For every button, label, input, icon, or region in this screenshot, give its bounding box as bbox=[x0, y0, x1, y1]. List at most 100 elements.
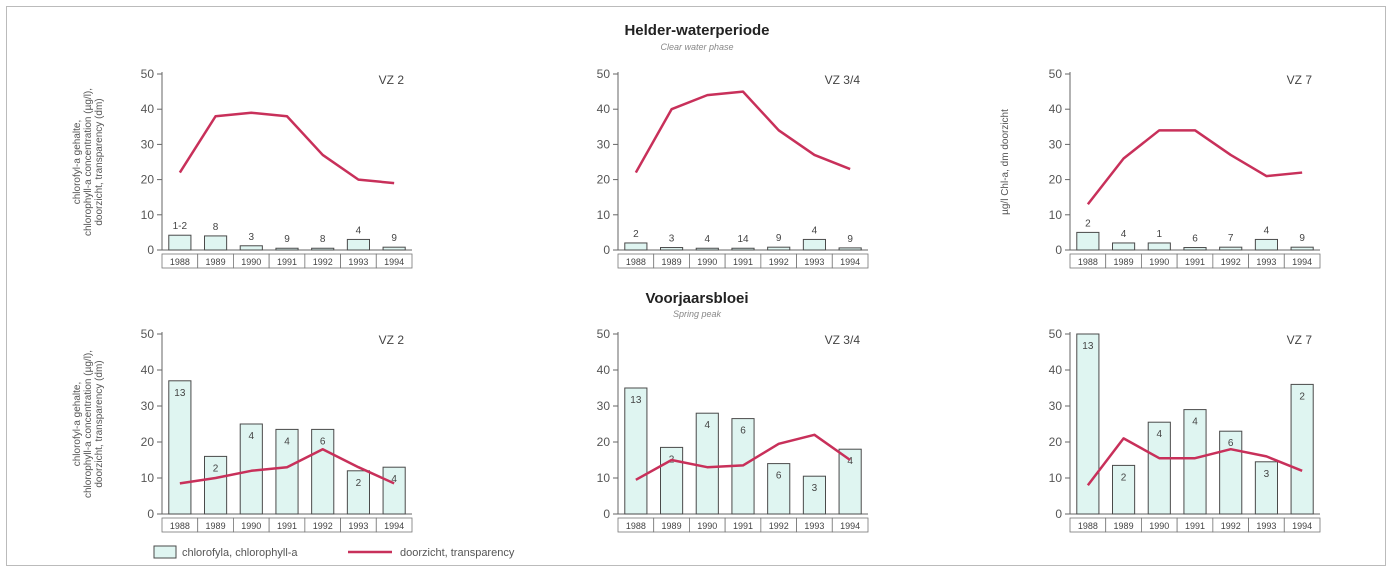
chart-6-x-tick-label: 1990 bbox=[1149, 521, 1169, 531]
chart-2-x-tick-label: 1988 bbox=[626, 257, 646, 267]
chart-6-x-tick-label: 1988 bbox=[1078, 521, 1098, 531]
chart-2-bar bbox=[838, 247, 862, 251]
chart-4-x-tick-label: 1993 bbox=[348, 521, 368, 531]
chart-1-bar bbox=[311, 247, 335, 251]
chart-2-bar-label: 4 bbox=[705, 234, 711, 245]
chart-1-line-series bbox=[178, 111, 395, 185]
chart-1-y-tick-label: 30 bbox=[141, 137, 155, 151]
chart-3-bar bbox=[1112, 242, 1136, 251]
chart-6-y-tick-label: 40 bbox=[1049, 363, 1063, 377]
chart-4-y-tick-label: 30 bbox=[141, 399, 155, 413]
chart-2-panel-label: VZ 3/4 bbox=[825, 73, 861, 87]
chart-4-y-tick-label: 10 bbox=[141, 471, 155, 485]
chart-5-x-tick-label: 1994 bbox=[840, 521, 860, 531]
chart-3-x-tick-label: 1989 bbox=[1114, 257, 1134, 267]
chart-1-bar-label: 4 bbox=[356, 225, 362, 236]
chart-3-bar bbox=[1290, 246, 1314, 251]
chart-2-bar bbox=[660, 247, 684, 251]
chart-6-bar bbox=[1254, 461, 1279, 515]
chart-4-y-axis-label: doorzicht, transparency (dm) bbox=[94, 360, 105, 487]
chart-6-bar-label: 2 bbox=[1299, 391, 1305, 402]
chart-2-y-tick-label: 20 bbox=[597, 173, 611, 187]
chart-3-y-tick-label: 30 bbox=[1049, 137, 1063, 151]
chart-5-bar bbox=[695, 412, 719, 515]
chart-6-bar-label: 4 bbox=[1192, 417, 1198, 428]
chart-5-x-tick-label: 1993 bbox=[804, 521, 824, 531]
chart-6-y-tick-label: 50 bbox=[1049, 327, 1063, 341]
chart-6-bar-label: 4 bbox=[1157, 429, 1163, 440]
chart-3-bar bbox=[1219, 246, 1243, 251]
chart-3-panel-label: VZ 7 bbox=[1287, 73, 1313, 87]
chart-2-x-tick-label: 1993 bbox=[804, 257, 824, 267]
chart-3-bar-label: 9 bbox=[1299, 233, 1305, 244]
chart-1-y-tick-label: 0 bbox=[147, 243, 154, 257]
legend-line-label: doorzicht, transparency bbox=[400, 547, 515, 559]
chart-3-x-tick-label: 1990 bbox=[1149, 257, 1169, 267]
chart-1-y-axis-label: chlorofyl-a gehalte, bbox=[72, 120, 83, 205]
chart-6-x-tick-label: 1992 bbox=[1221, 521, 1241, 531]
chart-2-bar-label: 14 bbox=[737, 234, 749, 245]
chart-4-x-tick-label: 1990 bbox=[241, 521, 261, 531]
chart-6-line-series bbox=[1086, 437, 1303, 486]
chart-2-x-tick-label: 1990 bbox=[697, 257, 717, 267]
chart-1-x-tick-label: 1988 bbox=[170, 257, 190, 267]
chart-6-bar bbox=[1290, 383, 1314, 515]
chart-3-bar bbox=[1076, 231, 1100, 251]
chart-5-y-tick-label: 10 bbox=[597, 471, 611, 485]
chart-3-bar-label: 2 bbox=[1085, 218, 1091, 229]
chart-4-x-tick-label: 1991 bbox=[277, 521, 297, 531]
chart-3-bar-label: 4 bbox=[1121, 229, 1127, 240]
chart-2-x-tick-label: 1994 bbox=[840, 257, 860, 267]
chart-1-x-tick-box bbox=[375, 253, 413, 269]
chart-5-y-tick-label: 0 bbox=[603, 507, 610, 521]
chart-2-y-tick-label: 30 bbox=[597, 137, 611, 151]
chart-1-y-axis-label: chlorophyll-a concentration (µg/l), bbox=[83, 88, 94, 236]
chart-2-y-tick-label: 0 bbox=[603, 243, 610, 257]
chart-3-x-tick-label: 1994 bbox=[1292, 257, 1312, 267]
chart-1-y-axis-label: doorzicht, transparency (dm) bbox=[94, 98, 105, 225]
chart-2-y-tick-label: 10 bbox=[597, 208, 611, 222]
chart-4-y-tick-label: 50 bbox=[141, 327, 155, 341]
chart-5-y-tick-label: 40 bbox=[597, 363, 611, 377]
chart-6-bar-label: 13 bbox=[1082, 341, 1094, 352]
chart-1-x-tick-label: 1990 bbox=[241, 257, 261, 267]
chart-4-bar-label: 6 bbox=[320, 436, 326, 447]
chart-2-bar-label: 4 bbox=[812, 225, 818, 236]
chart-5-bar-label: 4 bbox=[847, 456, 853, 467]
chart-2-bar-label: 9 bbox=[847, 234, 853, 245]
chart-3-y-axis-label: µg/l Chl-a, dm doorzicht bbox=[1000, 109, 1011, 215]
chart-1-bar-label: 8 bbox=[213, 222, 219, 233]
chart-4-x-tick-label: 1992 bbox=[313, 521, 333, 531]
chart-5-y-tick-label: 20 bbox=[597, 435, 611, 449]
chart-4-x-tick-label: 1988 bbox=[170, 521, 190, 531]
chart-1-x-tick-label: 1994 bbox=[384, 257, 404, 267]
chart-6-bar bbox=[1219, 430, 1243, 515]
chart-5-bar-label: 3 bbox=[812, 483, 818, 494]
chart-1-x-tick-label: 1992 bbox=[313, 257, 333, 267]
section-title-spring-peak: Voorjaarsbloei bbox=[645, 290, 749, 307]
chart-2-bar bbox=[624, 242, 648, 251]
chart-3-bar bbox=[1147, 242, 1171, 251]
chart-1-bar bbox=[204, 235, 228, 251]
chart-2-bar-label: 3 bbox=[669, 234, 675, 245]
chart-2-bar-label: 9 bbox=[776, 233, 782, 244]
chart-5-x-tick-label: 1991 bbox=[733, 521, 753, 531]
chart-5-x-tick-label: 1990 bbox=[697, 521, 717, 531]
chart-5-x-tick-label: 1992 bbox=[769, 521, 789, 531]
chart-1-x-tick-label: 1991 bbox=[277, 257, 297, 267]
chart-3-x-tick-label: 1992 bbox=[1221, 257, 1241, 267]
chart-3-y-tick-label: 50 bbox=[1049, 67, 1063, 81]
chart-4-bar bbox=[382, 466, 406, 515]
chart-2-bar bbox=[695, 247, 719, 251]
chart-3-y-tick-label: 0 bbox=[1055, 243, 1062, 257]
chart-1-y-tick-label: 40 bbox=[141, 102, 155, 116]
chart-6-bar bbox=[1147, 421, 1171, 515]
chart-5-x-tick-box bbox=[831, 517, 869, 533]
chart-2-x-tick-label: 1991 bbox=[733, 257, 753, 267]
chart-2-line-series bbox=[634, 90, 851, 174]
figure-frame bbox=[6, 6, 1386, 566]
chart-3-x-tick-label: 1991 bbox=[1185, 257, 1205, 267]
chart-5-bar-label: 4 bbox=[705, 420, 711, 431]
chart-3-y-tick-label: 40 bbox=[1049, 102, 1063, 116]
